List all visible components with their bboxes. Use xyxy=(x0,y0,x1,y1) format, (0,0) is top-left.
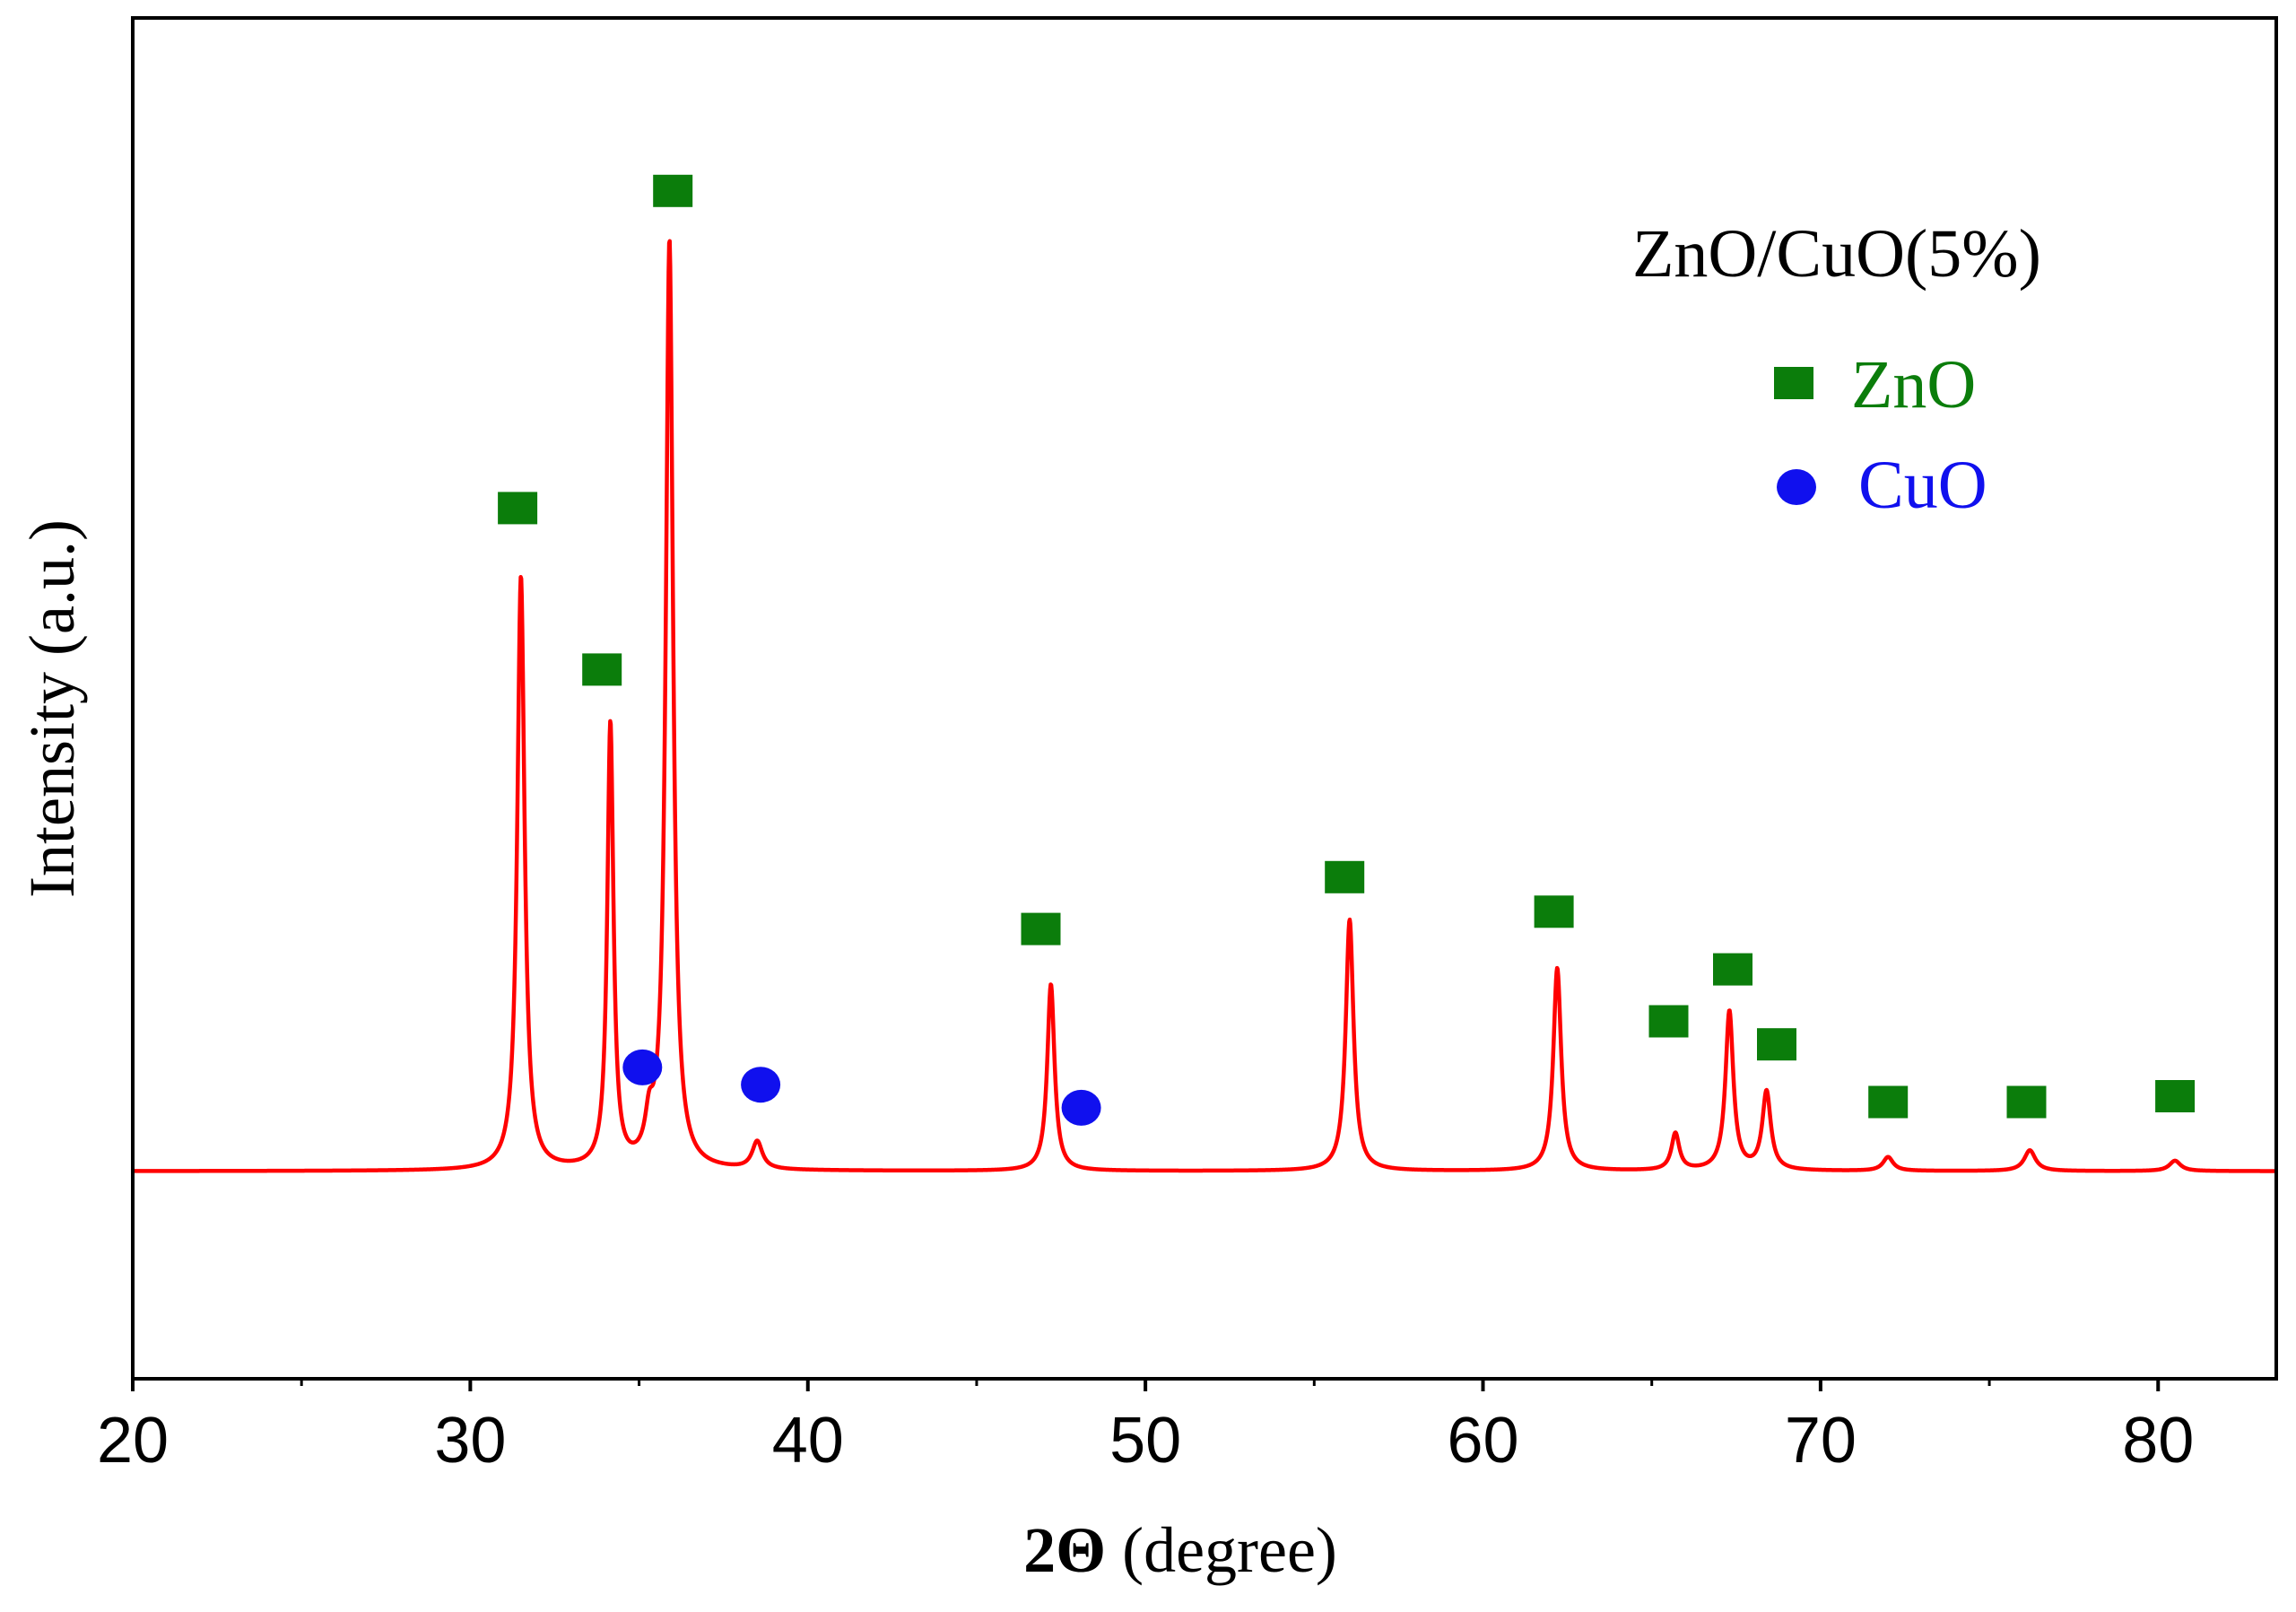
zno-peak-marker xyxy=(582,653,622,686)
zno-peak-marker xyxy=(1648,1005,1689,1038)
zno-peak-marker xyxy=(498,492,538,525)
xrd-trace-line-0 xyxy=(131,239,2278,1173)
x-tick-label: 80 xyxy=(2122,1405,2194,1477)
legend-zno-square-icon xyxy=(1774,367,1813,399)
zno-peak-marker xyxy=(1021,912,1061,945)
plot-frame xyxy=(131,16,2278,1381)
x-tick-label: 50 xyxy=(1109,1405,1181,1477)
legend-cuo-label: CuO xyxy=(1858,448,1987,523)
zno-peak-marker xyxy=(1534,895,1574,928)
legend-cuo-circle-icon xyxy=(1777,469,1816,505)
x-tick-label: 40 xyxy=(772,1405,844,1477)
zno-peak-marker xyxy=(1325,860,1365,893)
zno-peak-marker xyxy=(2155,1080,2196,1112)
zno-peak-marker xyxy=(1757,1028,1796,1061)
x-axis-title-symbol: 2Θ xyxy=(1023,1514,1106,1586)
legend: ZnO/CuO(5%) ZnO CuO xyxy=(1632,216,2041,523)
plot-layer xyxy=(131,239,2278,1173)
x-axis-title-unit: (degree) xyxy=(1106,1514,1337,1586)
cuo-peak-marker xyxy=(741,1067,781,1103)
x-tick-label: 20 xyxy=(97,1405,169,1477)
y-axis-title: Intensity (a.u.) xyxy=(16,519,88,898)
phase-marker-layer xyxy=(498,174,2196,1126)
zno-peak-marker xyxy=(1713,953,1752,986)
cuo-peak-marker xyxy=(1061,1089,1101,1126)
zno-peak-marker xyxy=(2006,1085,2047,1119)
x-tick-layer: 20 30 40 50 60 70 80 xyxy=(97,1379,2194,1477)
x-axis-title: 2Θ (degree) xyxy=(1023,1514,1337,1586)
x-tick-label: 30 xyxy=(434,1405,506,1477)
legend-title: ZnO/CuO(5%) xyxy=(1632,216,2041,292)
legend-zno-label: ZnO xyxy=(1851,347,1976,423)
x-tick-label: 60 xyxy=(1447,1405,1518,1477)
zno-peak-marker xyxy=(653,174,693,207)
x-tick-label: 70 xyxy=(1785,1405,1857,1477)
zno-peak-marker xyxy=(1868,1085,1909,1119)
cuo-peak-marker xyxy=(622,1049,663,1085)
